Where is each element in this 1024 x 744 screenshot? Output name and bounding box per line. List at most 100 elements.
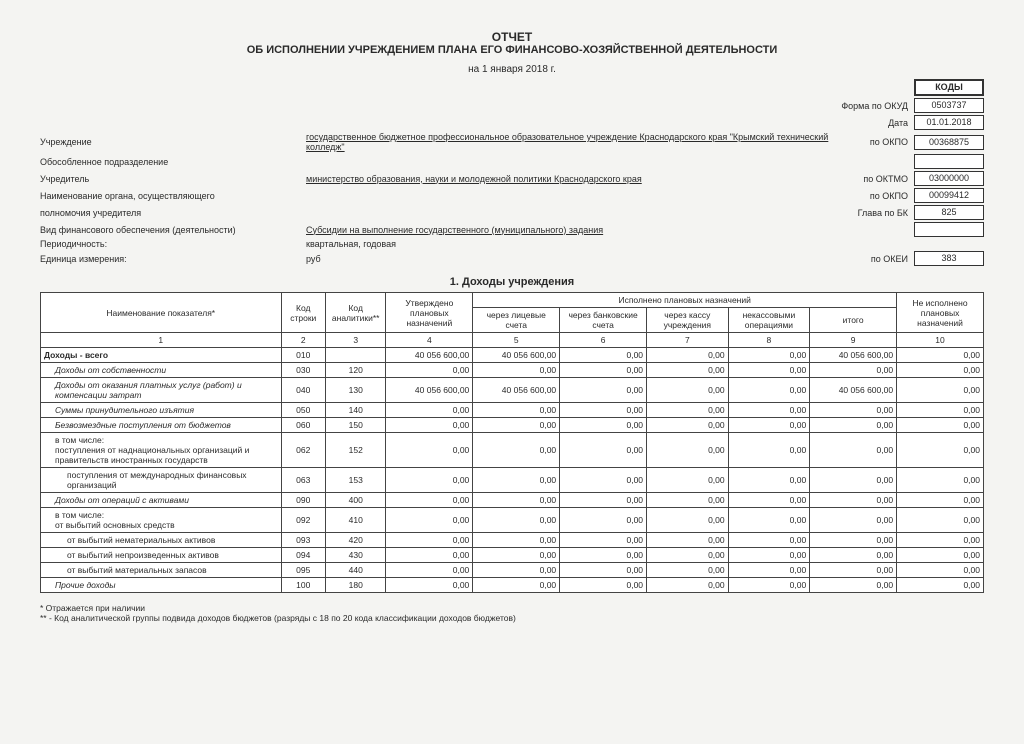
row-name: Суммы принудительного изъятия — [41, 403, 282, 418]
row-anal: 430 — [326, 548, 386, 563]
th-c7: через кассу учреждения — [647, 308, 729, 333]
th-c8: некассовыми операциями — [728, 308, 810, 333]
row-anal: 410 — [326, 508, 386, 533]
row-val: 0,00 — [728, 403, 810, 418]
header-grid: КОДЫ Форма по ОКУД 0503737 Дата 01.01.20… — [40, 79, 984, 266]
okpo-label: по ОКПО — [838, 137, 908, 147]
glava-label: Глава по БК — [838, 208, 908, 218]
th-code: Код строки — [281, 293, 326, 333]
row-code: 090 — [281, 493, 326, 508]
table-row: Безвозмездные поступления от бюджетов060… — [41, 418, 984, 433]
row-val: 0,00 — [386, 548, 473, 563]
organ-label2: полномочия учредителя — [40, 208, 300, 218]
row-val: 0,00 — [386, 418, 473, 433]
footnote-1: * Отражается при наличии — [40, 603, 984, 613]
th-num: 5 — [473, 333, 560, 348]
row-val: 0,00 — [560, 418, 647, 433]
row-anal: 153 — [326, 468, 386, 493]
row-val: 0,00 — [386, 468, 473, 493]
row-code: 092 — [281, 508, 326, 533]
th-anal: Код аналитики** — [326, 293, 386, 333]
row-val: 0,00 — [560, 578, 647, 593]
table-row: от выбытий материальных запасов0954400,0… — [41, 563, 984, 578]
empty-code-2 — [914, 222, 984, 237]
row-val: 40 056 600,00 — [386, 378, 473, 403]
unit-value: руб — [306, 254, 832, 264]
table-row: Суммы принудительного изъятия0501400,000… — [41, 403, 984, 418]
row-anal: 440 — [326, 563, 386, 578]
report-date: на 1 января 2018 г. — [40, 64, 984, 75]
okpo2-code: 00099412 — [914, 188, 984, 203]
row-val: 0,00 — [647, 493, 729, 508]
row-name: поступления от международных финансовых … — [41, 468, 282, 493]
th-num: 4 — [386, 333, 473, 348]
row-val: 0,00 — [647, 468, 729, 493]
inst-label: Учреждение — [40, 137, 300, 147]
row-val: 0,00 — [560, 533, 647, 548]
table-row: поступления от международных финансовых … — [41, 468, 984, 493]
founder-label: Учредитель — [40, 174, 300, 184]
row-val: 0,00 — [386, 563, 473, 578]
row-val: 0,00 — [810, 533, 897, 548]
row-val: 0,00 — [473, 403, 560, 418]
row-val: 0,00 — [897, 563, 984, 578]
row-val: 0,00 — [728, 418, 810, 433]
row-anal: 180 — [326, 578, 386, 593]
row-val: 0,00 — [647, 508, 729, 533]
row-val: 40 056 600,00 — [810, 378, 897, 403]
row-anal: 150 — [326, 418, 386, 433]
row-val: 0,00 — [728, 533, 810, 548]
footnote-2: ** - Код аналитической группы подвида до… — [40, 613, 984, 623]
okei-label: по ОКЕИ — [838, 254, 908, 264]
row-val: 0,00 — [560, 563, 647, 578]
row-code: 030 — [281, 363, 326, 378]
fintype-label: Вид финансового обеспечения (деятельност… — [40, 225, 300, 235]
row-name: Прочие доходы — [41, 578, 282, 593]
row-val: 40 056 600,00 — [473, 348, 560, 363]
row-val: 0,00 — [810, 363, 897, 378]
okud-label: Форма по ОКУД — [838, 101, 908, 111]
row-val: 0,00 — [810, 508, 897, 533]
row-val: 0,00 — [728, 548, 810, 563]
row-name: Доходы от оказания платных услуг (работ)… — [41, 378, 282, 403]
row-name: в том числе: поступления от наднациональ… — [41, 433, 282, 468]
th-num: 8 — [728, 333, 810, 348]
row-anal — [326, 348, 386, 363]
row-val: 0,00 — [560, 468, 647, 493]
okpo2-label: по ОКПО — [838, 191, 908, 201]
row-anal: 400 — [326, 493, 386, 508]
th-num: 6 — [560, 333, 647, 348]
row-val: 0,00 — [810, 468, 897, 493]
row-val: 0,00 — [897, 378, 984, 403]
period-value: квартальная, годовая — [306, 239, 832, 249]
row-val: 0,00 — [560, 378, 647, 403]
row-val: 0,00 — [728, 433, 810, 468]
okei-code: 383 — [914, 251, 984, 266]
row-val: 0,00 — [473, 508, 560, 533]
row-val: 0,00 — [728, 363, 810, 378]
row-code: 100 — [281, 578, 326, 593]
row-val: 0,00 — [647, 418, 729, 433]
row-val: 0,00 — [473, 468, 560, 493]
row-val: 0,00 — [897, 418, 984, 433]
row-val: 0,00 — [897, 403, 984, 418]
row-code: 040 — [281, 378, 326, 403]
codes-head: КОДЫ — [914, 79, 984, 96]
row-val: 0,00 — [473, 548, 560, 563]
row-val: 0,00 — [386, 578, 473, 593]
date-code-label: Дата — [838, 118, 908, 128]
row-val: 0,00 — [897, 578, 984, 593]
row-val: 0,00 — [897, 363, 984, 378]
table-body: Доходы - всего01040 056 600,0040 056 600… — [41, 348, 984, 593]
row-name: в том числе: от выбытий основных средств — [41, 508, 282, 533]
row-code: 050 — [281, 403, 326, 418]
row-name: Доходы от собственности — [41, 363, 282, 378]
row-val: 0,00 — [810, 418, 897, 433]
row-val: 40 056 600,00 — [386, 348, 473, 363]
table-row: Доходы от оказания платных услуг (работ)… — [41, 378, 984, 403]
row-val: 0,00 — [473, 533, 560, 548]
period-label: Периодичность: — [40, 239, 300, 249]
row-code: 093 — [281, 533, 326, 548]
row-anal: 420 — [326, 533, 386, 548]
row-name: Доходы - всего — [41, 348, 282, 363]
